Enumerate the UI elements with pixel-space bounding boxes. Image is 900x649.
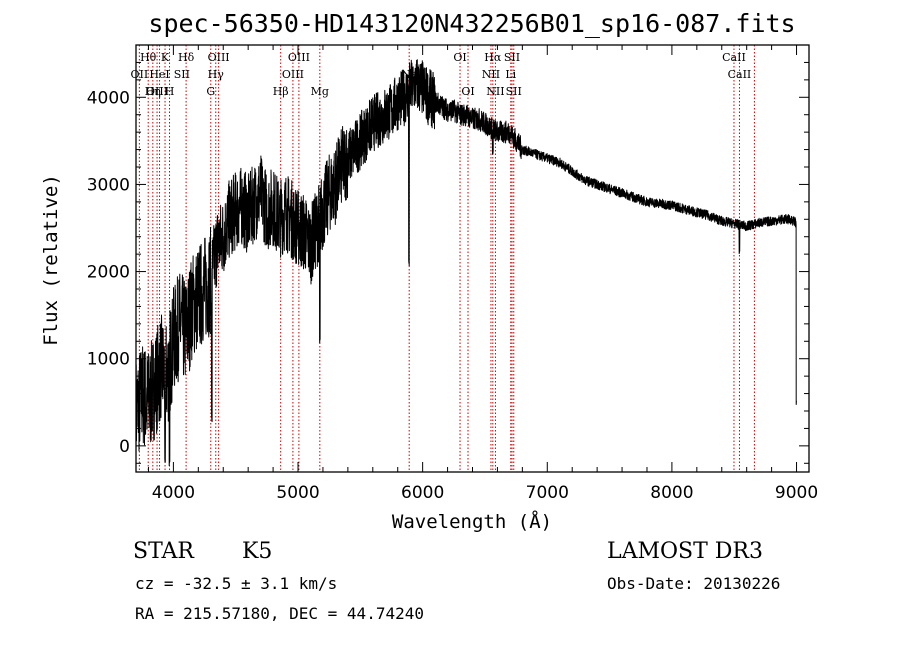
line-label: SII <box>174 68 190 81</box>
y-tick-label: 2000 <box>87 263 130 283</box>
x-tick-label: 7000 <box>526 483 569 503</box>
line-label: SII <box>506 85 522 98</box>
line-label: OI <box>453 51 466 64</box>
line-label: Li <box>505 68 516 81</box>
line-label: Hβ <box>273 85 289 98</box>
x-tick-label: 8000 <box>650 483 693 503</box>
object-subclass: K5 <box>242 539 273 564</box>
y-tick-label: 0 <box>119 437 130 457</box>
line-label: K <box>161 51 170 64</box>
redshift-velocity: cz = -32.5 ± 3.1 km/s <box>135 574 338 593</box>
x-tick-label: 6000 <box>401 483 444 503</box>
line-label: CaII <box>743 0 767 3</box>
chart-title: spec-56350-HD143120N432256B01_sp16-087.f… <box>148 9 795 38</box>
observation-date: Obs-Date: 20130226 <box>607 574 781 593</box>
axis-ticks: 4000 5000 6000 7000 8000 9000 0 1000 2000 3000 400… <box>87 45 818 503</box>
line-label: NII <box>482 68 500 81</box>
y-axis-label: Flux (relative) <box>40 174 62 346</box>
survey-name: LAMOST DR3 <box>607 539 763 564</box>
line-label: OI <box>461 85 474 98</box>
line-label: OIII <box>146 85 168 98</box>
line-label: CaII <box>722 51 746 64</box>
y-tick-label: 1000 <box>87 350 130 370</box>
object-class: STAR <box>133 539 194 564</box>
x-axis-label: Wavelength (Å) <box>392 510 552 533</box>
line-label: Hθ <box>140 51 157 64</box>
line-label: OII <box>131 68 149 81</box>
line-label: CaII <box>728 68 752 81</box>
line-label: Hγ <box>208 68 225 81</box>
x-tick-label: 5000 <box>276 483 319 503</box>
sky-coordinates: RA = 215.57180, DEC = 44.74240 <box>135 604 424 623</box>
line-label: Hη <box>145 85 161 98</box>
line-label: NII <box>486 85 504 98</box>
line-label: G <box>206 85 215 98</box>
flux-trace <box>135 59 797 467</box>
line-label: Mg <box>311 85 329 98</box>
x-tick-label: 4000 <box>152 483 195 503</box>
y-tick-label: 4000 <box>87 88 130 108</box>
line-label: Hα <box>484 51 502 64</box>
x-tick-label: 9000 <box>775 483 818 503</box>
line-label: H <box>165 85 175 98</box>
line-label: OIII <box>288 51 310 64</box>
line-label: SII <box>504 51 520 64</box>
line-label: OIII <box>208 51 230 64</box>
plot-frame <box>135 44 810 473</box>
flux-line <box>135 59 797 467</box>
line-label: Hδ <box>178 51 195 64</box>
line-label: HeI <box>149 68 169 81</box>
y-tick-label: 3000 <box>87 175 130 195</box>
line-label: OIII <box>282 68 304 81</box>
